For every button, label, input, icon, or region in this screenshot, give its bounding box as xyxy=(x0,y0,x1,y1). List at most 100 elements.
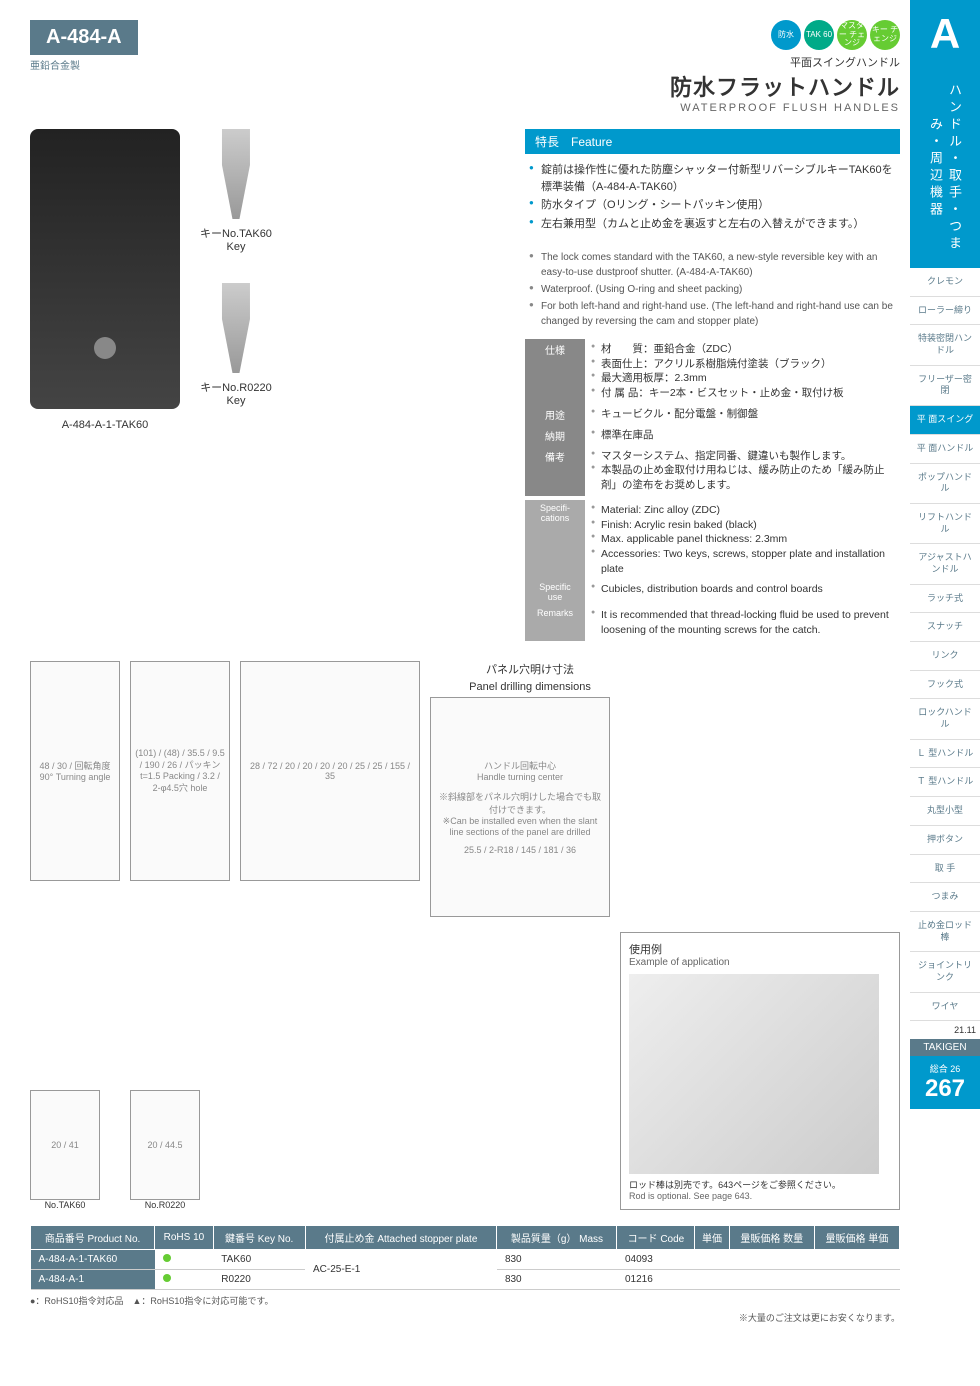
example-title-jp: 使用例 xyxy=(629,941,891,957)
sidebar-item[interactable]: Ｌ 型ハンドル xyxy=(910,740,980,769)
table-header: 量販価格 単価 xyxy=(814,1225,899,1249)
material-note: 亜鉛合金製 xyxy=(30,57,138,72)
sidebar-item[interactable]: ローラー締り xyxy=(910,297,980,326)
drawing-example xyxy=(629,974,879,1174)
spec-content: 標準在庫品 xyxy=(585,425,900,446)
key1-sub: Key xyxy=(200,241,272,253)
sidebar-item[interactable]: ロックハンドル xyxy=(910,699,980,739)
key2-sub: Key xyxy=(200,395,272,407)
bulk-footnote: ※大量のご注文は更にお安くなります。 xyxy=(30,1311,900,1324)
feature-item: 錠前は操作性に優れた防塵シャッター付新型リバーシブルキーTAK60を標準装備（A… xyxy=(529,162,896,195)
sidebar-item[interactable]: アジャストハンドル xyxy=(910,544,980,584)
product-code: A-484-A xyxy=(30,20,138,55)
date-label: 21.11 xyxy=(910,1021,980,1039)
badge-key: キー チェンジ xyxy=(870,20,900,50)
sidebar-item[interactable]: スナッチ xyxy=(910,613,980,642)
drawing-side: (101) / (48) / 35.5 / 9.5 / 190 / 26 / パ… xyxy=(130,661,230,881)
drawing-panel: ハンドル回転中心 Handle turning center ※斜線部をパネル穴… xyxy=(430,697,610,917)
spec-content: It is recommended that thread-locking fl… xyxy=(585,605,900,640)
handle-photo xyxy=(30,129,180,409)
table-header: 付属止め金 Attached stopper plate xyxy=(305,1225,497,1249)
product-name-en: WATERPROOF FLUSH HANDLES xyxy=(670,102,900,114)
example-note-en: Rod is optional. See page 643. xyxy=(629,1191,891,1201)
table-header: RoHS 10 xyxy=(155,1225,214,1249)
spec-content: キュービクル・配分電盤・制御盤 xyxy=(585,404,900,425)
spec-label: 納期 xyxy=(525,425,585,446)
sidebar-item[interactable]: 押ボタン xyxy=(910,826,980,855)
feature-list-jp: 錠前は操作性に優れた防塵シャッター付新型リバーシブルキーTAK60を標準装備（A… xyxy=(525,154,900,242)
sidebar-item[interactable]: リンク xyxy=(910,642,980,671)
page-header: A-484-A 亜鉛合金製 防水 TAK 60 マスター チェンジ キー チェン… xyxy=(30,20,900,114)
spec-table-en: Specifi-cationsMaterial: Zinc alloy (ZDC… xyxy=(525,500,900,641)
spec-label: 用途 xyxy=(525,404,585,425)
key2-photo xyxy=(201,283,271,373)
sidebar-item[interactable]: Ｔ 型ハンドル xyxy=(910,768,980,797)
panel-title-en: Panel drilling dimensions xyxy=(430,681,630,693)
section-letter: A xyxy=(910,0,980,68)
table-header: 商品番号 Product No. xyxy=(31,1225,155,1249)
table-header: 量販価格 数量 xyxy=(729,1225,814,1249)
spec-table-jp: 仕様材 質：亜鉛合金（ZDC）表面仕上：アクリル系樹脂焼付塗装（ブラック）最大適… xyxy=(525,339,900,496)
product-images: A-484-A-1-TAK60 キーNo.TAK60 Key キーNo.R022… xyxy=(30,129,510,431)
sidebar-item[interactable]: ポップハンドル xyxy=(910,464,980,504)
handle-label: A-484-A-1-TAK60 xyxy=(30,419,180,431)
sidebar-item[interactable]: ワイヤ xyxy=(910,993,980,1022)
sidebar-item[interactable]: 丸型小型 xyxy=(910,797,980,826)
spec-content: Material: Zinc alloy (ZDC)Finish: Acryli… xyxy=(585,500,900,579)
feature-item: 防水タイプ（Oリング・シートパッキン使用） xyxy=(529,197,896,214)
sidebar-item[interactable]: つまみ xyxy=(910,883,980,912)
sidebar-item[interactable]: 取 手 xyxy=(910,855,980,884)
spec-label: Remarks xyxy=(525,605,585,640)
category-label: 平面スイングハンドル xyxy=(670,54,900,70)
spec-content: Cubicles, distribution boards and contro… xyxy=(585,579,900,605)
drawing-key1: 20 / 41 xyxy=(30,1090,100,1200)
table-header: コード Code xyxy=(617,1225,695,1249)
table-header: 鍵番号 Key No. xyxy=(213,1225,305,1249)
key2-label: キーNo.R0220 xyxy=(200,379,272,395)
drawing-cam: 28 / 72 / 20 / 20 / 20 / 20 / 25 / 25 / … xyxy=(240,661,420,881)
product-name-jp: 防水フラットハンドル xyxy=(670,70,900,102)
table-row: A-484-A-1-TAK60TAK60AC-25-E-183004093 xyxy=(31,1249,900,1269)
sidebar-item[interactable]: 特装密閉ハンドル xyxy=(910,325,980,365)
feature-badges: 防水 TAK 60 マスター チェンジ キー チェンジ xyxy=(670,20,900,50)
key2-name: No.R0220 xyxy=(130,1200,200,1210)
badge-master: マスター チェンジ xyxy=(837,20,867,50)
feature-header: 特長 Feature xyxy=(525,129,900,154)
sidebar-item[interactable]: クレモン xyxy=(910,268,980,297)
category-sidebar: A ハンドル・取手・つまみ・周辺機器 クレモンローラー締り特装密閉ハンドルフリー… xyxy=(910,0,980,1386)
table-header: 製品質量（g） Mass xyxy=(497,1225,617,1249)
spec-label: 仕様 xyxy=(525,339,585,404)
badge-waterproof: 防水 xyxy=(771,20,801,50)
spec-content: マスターシステム、指定同番、鍵違いも製作します。本製品の止め金取付け用ねじは、緩… xyxy=(585,446,900,496)
drawing-key2: 20 / 44.5 xyxy=(130,1090,200,1200)
panel-title-jp: パネル穴明け寸法 xyxy=(430,661,630,677)
key1-label: キーNo.TAK60 xyxy=(200,225,272,241)
page-number: 総合 26 267 xyxy=(910,1056,980,1109)
rohs-footnote: ●：RoHS10指令対応品 ▲：RoHS10指令に対応可能です。 xyxy=(30,1294,900,1307)
spec-label: Specific use xyxy=(525,579,585,605)
spec-label: Specifi-cations xyxy=(525,500,585,579)
sidebar-item[interactable]: リフトハンドル xyxy=(910,504,980,544)
feature-item: 左右兼用型（カムと止め金を裏返すと左右の入替えができます。） xyxy=(529,216,896,233)
feature-item: For both left-hand and right-hand use. (… xyxy=(529,299,896,329)
feature-item: The lock comes standard with the TAK60, … xyxy=(529,250,896,280)
brand-label: TAKIGEN xyxy=(910,1039,980,1056)
drawing-front: 48 / 30 / 回転角度90° Turning angle xyxy=(30,661,120,881)
key1-name: No.TAK60 xyxy=(30,1200,100,1210)
table-header: 単価 xyxy=(695,1225,729,1249)
section-title-vertical: ハンドル・取手・つまみ・周辺機器 xyxy=(926,68,964,268)
spec-content: 材 質：亜鉛合金（ZDC）表面仕上：アクリル系樹脂焼付塗装（ブラック）最大適用板… xyxy=(585,339,900,404)
sidebar-item[interactable]: フリーザー密 閉 xyxy=(910,366,980,406)
sidebar-item[interactable]: ラッチ式 xyxy=(910,585,980,614)
sidebar-item[interactable]: ジョイントリンク xyxy=(910,952,980,992)
example-note-jp: ロッド棒は別売です。643ページをご参照ください。 xyxy=(629,1178,891,1191)
feature-item: Waterproof. (Using O-ring and sheet pack… xyxy=(529,282,896,297)
technical-drawings: 48 / 30 / 回転角度90° Turning angle (101) / … xyxy=(30,661,900,917)
feature-list-en: The lock comes standard with the TAK60, … xyxy=(525,242,900,339)
sidebar-item[interactable]: 平 面スイング xyxy=(910,406,980,435)
badge-tak60: TAK 60 xyxy=(804,20,834,50)
sidebar-item[interactable]: 平 面ハンドル xyxy=(910,435,980,464)
example-title-en: Example of application xyxy=(629,957,891,968)
sidebar-item[interactable]: フック式 xyxy=(910,671,980,700)
sidebar-item[interactable]: 止め金ロッド棒 xyxy=(910,912,980,952)
